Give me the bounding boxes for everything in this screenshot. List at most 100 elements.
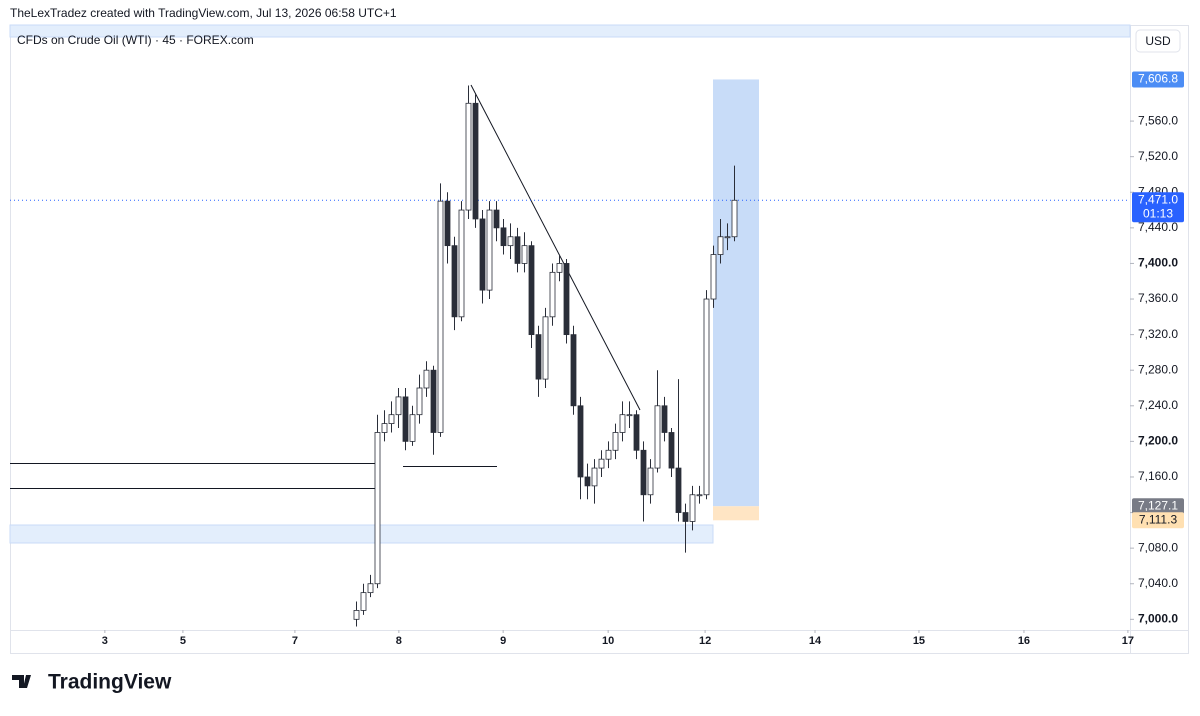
candle-body xyxy=(584,476,591,487)
candle-body xyxy=(633,414,640,451)
x-tick-label: 7 xyxy=(292,635,298,647)
candle-body xyxy=(409,414,416,442)
x-tick-label: 12 xyxy=(699,635,711,647)
currency-button[interactable] xyxy=(1135,29,1181,53)
candle-body xyxy=(528,245,535,336)
candle-body xyxy=(661,405,668,433)
candle-body xyxy=(556,263,563,273)
currency[interactable]: USD xyxy=(1145,34,1171,48)
candle-body xyxy=(682,512,689,522)
x-tick-label: 17 xyxy=(1122,635,1134,647)
candle-body xyxy=(472,102,479,220)
zone xyxy=(9,24,1131,38)
candle-body xyxy=(444,200,451,247)
candle-body xyxy=(542,316,549,380)
y-tick-label: 7,360.0 xyxy=(1138,291,1178,305)
price-label: 7,471.0 xyxy=(1138,192,1178,206)
x-tick-label: 14 xyxy=(809,635,822,647)
candle-body xyxy=(360,592,367,611)
candle-body xyxy=(479,218,486,291)
y-tick-label: 7,520.0 xyxy=(1138,149,1178,163)
y-tick-label: 7,560.0 xyxy=(1138,113,1178,127)
candle-body xyxy=(451,245,458,318)
candle-body xyxy=(486,209,493,291)
candle-body xyxy=(395,396,402,416)
candle-body xyxy=(437,200,444,433)
x-tick-label: 8 xyxy=(396,635,402,647)
candle-body xyxy=(640,449,647,496)
price-label-box xyxy=(1132,498,1184,515)
candle-body xyxy=(535,334,542,380)
candle-body xyxy=(626,414,633,417)
candle-body xyxy=(591,467,598,487)
candle-body xyxy=(577,405,584,478)
x-tick-label: 16 xyxy=(1018,635,1030,647)
attribution: TheLexTradez created with TradingView.co… xyxy=(10,6,397,20)
y-tick-label: 7,000.0 xyxy=(1138,611,1178,625)
logo xyxy=(12,675,31,688)
candle-body xyxy=(724,236,731,239)
candle-body xyxy=(367,583,374,594)
candle-body xyxy=(731,199,738,238)
x-tick-label: 15 xyxy=(913,635,925,647)
y-tick-label: 7,200.0 xyxy=(1138,434,1178,448)
candle-body xyxy=(388,414,395,424)
symbol-legend: CFDs on Crude Oil (WTI) · 45 · FOREX.com xyxy=(17,33,254,47)
trend-line xyxy=(470,84,641,411)
candle-body xyxy=(493,209,500,229)
y-tick-label: 7,080.0 xyxy=(1138,540,1178,554)
candle-body xyxy=(549,271,556,318)
candle-body xyxy=(416,387,423,416)
candle-body xyxy=(521,245,528,264)
candle-body xyxy=(605,449,612,460)
candle-body xyxy=(675,467,682,513)
zone xyxy=(9,524,714,544)
candle-body xyxy=(374,432,381,585)
candle-body xyxy=(430,369,437,433)
candle-body xyxy=(507,236,514,247)
price-label: 7,606.8 xyxy=(1138,72,1178,86)
candle-body xyxy=(668,432,675,469)
countdown: 01:13 xyxy=(1143,206,1173,220)
y-tick-label: 7,280.0 xyxy=(1138,362,1178,376)
plot: 7,000.07,040.07,080.07,120.07,160.07,200… xyxy=(10,71,1184,647)
candle-body xyxy=(612,432,619,451)
price-label: 7,111.3 xyxy=(1139,512,1178,526)
y-tick-label: 7,040.0 xyxy=(1138,576,1178,590)
x-tick-label: 9 xyxy=(500,635,506,647)
candle-body xyxy=(689,494,696,522)
y-tick-label: 7,400.0 xyxy=(1138,256,1178,270)
position-target xyxy=(713,79,759,507)
candle-body xyxy=(717,236,724,255)
x-tick-label: 3 xyxy=(102,635,108,647)
candle-body xyxy=(465,102,472,211)
position-stop xyxy=(713,506,759,521)
candle-body xyxy=(353,610,360,620)
candle-body xyxy=(647,467,654,496)
x-tick-label: 10 xyxy=(602,635,614,647)
price-label-box xyxy=(1132,192,1184,223)
x-tick-label: 5 xyxy=(180,635,186,647)
candle-body xyxy=(710,254,717,300)
y-tick-label: 7,440.0 xyxy=(1138,220,1178,234)
candle-body xyxy=(570,334,577,407)
candle-body xyxy=(696,494,703,497)
price-label-box xyxy=(1132,512,1184,529)
y-tick-label: 7,240.0 xyxy=(1138,398,1178,412)
candle-body xyxy=(402,396,409,442)
candle-body xyxy=(514,236,521,264)
candle-body xyxy=(423,369,430,389)
price-label-box xyxy=(1132,71,1184,88)
brand: TradingView xyxy=(48,671,172,694)
candle-body xyxy=(654,405,661,469)
y-tick-label: 7,320.0 xyxy=(1138,327,1178,341)
candle-body xyxy=(563,263,570,336)
candle-body xyxy=(598,458,605,469)
price-label: 7,127.1 xyxy=(1138,498,1178,512)
candle-body xyxy=(381,423,388,433)
candle-body xyxy=(458,209,465,318)
candle-body xyxy=(500,227,507,247)
